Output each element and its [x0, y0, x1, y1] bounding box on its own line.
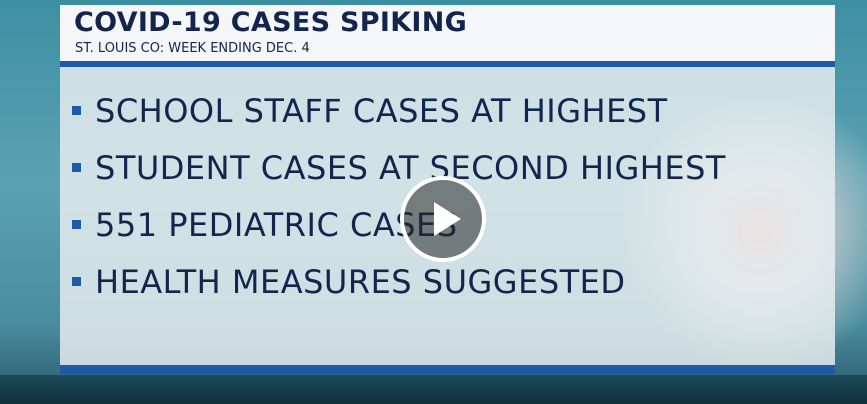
bullet-text: HEALTH MEASURES SUGGESTED	[95, 263, 626, 301]
bullet-marker	[72, 277, 81, 286]
header: COVID-19 CASES SPIKING ST. LOUIS CO: WEE…	[60, 5, 835, 61]
bullet: SCHOOL STAFF CASES AT HIGHEST	[72, 82, 726, 139]
bullet-text: SCHOOL STAFF CASES AT HIGHEST	[95, 92, 668, 130]
play-icon	[404, 180, 482, 258]
bullet-marker	[72, 106, 81, 115]
bullet: 551 PEDIATRIC CASES	[72, 196, 726, 253]
background-floor	[0, 375, 867, 404]
bottom-bar	[60, 365, 835, 374]
play-triangle	[434, 202, 461, 236]
bullet-list: SCHOOL STAFF CASES AT HIGHEST STUDENT CA…	[72, 82, 726, 310]
bullet: STUDENT CASES AT SECOND HIGHEST	[72, 139, 726, 196]
video-frame: COVID-19 CASES SPIKING ST. LOUIS CO: WEE…	[0, 0, 867, 404]
bullet: HEALTH MEASURES SUGGESTED	[72, 253, 726, 310]
bullet-marker	[72, 163, 81, 172]
title: COVID-19 CASES SPIKING	[74, 7, 467, 38]
subtitle: ST. LOUIS CO: WEEK ENDING DEC. 4	[75, 41, 310, 56]
bullet-marker	[72, 220, 81, 229]
play-button[interactable]	[400, 176, 486, 262]
